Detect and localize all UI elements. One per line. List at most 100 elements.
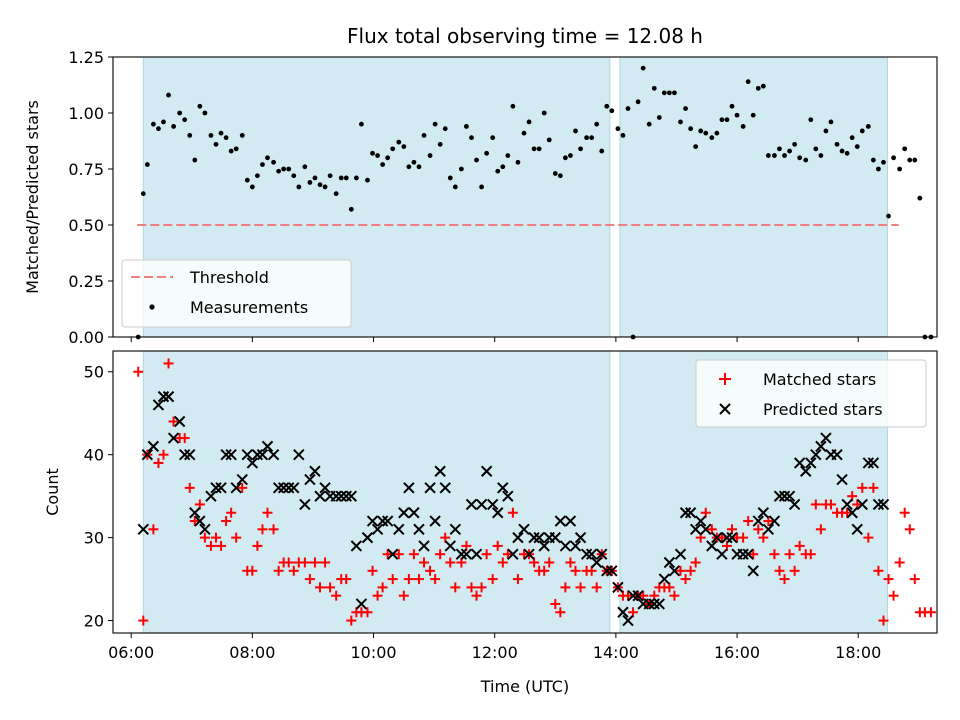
predicted-star-stroke (215, 482, 227, 494)
y-tick-label: 50 (84, 363, 104, 382)
measurement-point (228, 148, 234, 154)
top-legend: Threshold Measurements (121, 259, 352, 328)
predicted-star-stroke (361, 531, 374, 544)
matched-star-point (268, 524, 279, 535)
predicted-star-point (538, 540, 550, 552)
predicted-star-stroke (877, 498, 890, 511)
predicted-star-point (627, 589, 639, 602)
measurement-point (296, 184, 302, 190)
matched-star-point (507, 507, 518, 518)
predicted-star-stroke (256, 448, 269, 461)
matched-star-point (512, 574, 523, 585)
predicted-star-stroke (220, 448, 232, 461)
matched-star-point (283, 557, 294, 568)
predicted-star-stroke (141, 448, 154, 461)
predicted-star-point (622, 614, 634, 627)
matched-star-point (257, 524, 268, 535)
matched-star-point (539, 565, 550, 576)
matched-star-point (575, 582, 586, 593)
predicted-star-stroke (455, 548, 468, 560)
y-tick-label: 40 (84, 446, 104, 465)
measurement-point (604, 103, 610, 109)
predicted-star-point (424, 482, 436, 494)
matched-star-point (738, 532, 749, 543)
predicted-star-point (256, 448, 269, 461)
matched-star-point (179, 433, 190, 444)
predicted-star-stroke (293, 448, 305, 461)
predicted-star-stroke (793, 457, 806, 469)
bottom-y-axis: 20 30 40 50 (84, 363, 113, 631)
matched-star-point (904, 524, 915, 535)
matched-star-point (138, 615, 149, 626)
matched-star-point (471, 590, 482, 601)
predicted-star-point (762, 523, 775, 536)
predicted-star-point (345, 490, 358, 502)
predicted-star-stroke (475, 498, 488, 511)
predicted-star-point (184, 448, 196, 461)
predicted-star-stroke (314, 490, 326, 502)
predicted-star-stroke (533, 531, 545, 544)
predicted-star-point (512, 531, 524, 544)
measurement-point (359, 121, 364, 127)
measurement-point (714, 130, 720, 136)
predicted-star-point (194, 515, 206, 527)
predicted-star-stroke (862, 457, 875, 469)
measurement-point (672, 90, 677, 96)
predicted-star-stroke (393, 523, 405, 536)
predicted-star-stroke (178, 448, 191, 461)
matched-star-point (748, 549, 759, 560)
predicted-star-point (831, 448, 843, 461)
predicted-star-point (444, 540, 456, 552)
predicted-star-point (872, 498, 885, 511)
measurement-point (197, 103, 203, 109)
measurement-point (573, 128, 578, 134)
measurement-point (834, 141, 840, 147)
measurement-point (469, 135, 474, 141)
predicted-star-point (241, 448, 254, 461)
measurement-point (683, 106, 688, 111)
measurement-point (479, 184, 484, 190)
predicted-star-stroke (632, 589, 644, 602)
measurement-point (343, 175, 349, 181)
measurement-point (338, 175, 344, 181)
measurement-point (437, 141, 443, 147)
predicted-star-point (309, 465, 321, 477)
matched-star-point (628, 607, 639, 618)
predicted-star-stroke (199, 523, 211, 536)
y-tick-label: 1.00 (68, 104, 104, 123)
predicted-star-point (564, 515, 577, 527)
predicted-star-stroke (768, 515, 781, 527)
predicted-star-stroke (205, 490, 217, 502)
measurement-point (421, 133, 427, 138)
predicted-star-stroke (716, 548, 728, 560)
measurement-point (709, 135, 715, 141)
top-x-ticks (130, 337, 859, 342)
measurement-point (667, 90, 672, 96)
predicted-star-stroke (449, 523, 462, 536)
predicted-star-point (205, 490, 217, 502)
predicted-star-point (601, 565, 613, 577)
predicted-star-point (470, 548, 483, 560)
shaded-interval (143, 351, 610, 633)
predicted-star-point (507, 548, 519, 560)
matched-star-point (288, 565, 299, 576)
matched-star-point (789, 565, 800, 576)
shaded-interval (619, 57, 888, 337)
predicted-star-point (580, 548, 593, 560)
measurement-point (452, 184, 458, 190)
matched-star-point (309, 557, 320, 568)
predicted-star-point (162, 390, 175, 403)
matched-star-point (873, 565, 884, 576)
predicted-star-stroke (606, 565, 618, 577)
matched-star-point (529, 557, 540, 568)
matched-star-point (377, 582, 388, 593)
predicted-star-point (398, 507, 410, 519)
measurement-point (265, 155, 270, 161)
predicted-star-point (408, 507, 420, 519)
predicted-star-point (282, 482, 295, 494)
bottom-legend: Matched stars Predicted stars (695, 359, 927, 428)
matched-star-point (883, 574, 894, 585)
predicted-star-point (643, 598, 655, 610)
matched-star-point (247, 565, 258, 576)
top-axes-frame (112, 56, 938, 338)
